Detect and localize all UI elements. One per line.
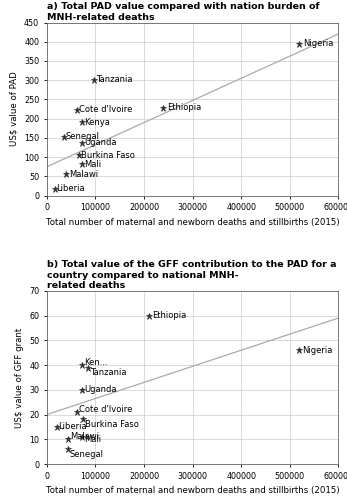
Text: Malawi: Malawi [70, 432, 99, 442]
Text: Ethiopia: Ethiopia [152, 311, 187, 320]
Text: Ethiopia: Ethiopia [167, 104, 201, 112]
Text: Ken...: Ken... [84, 358, 108, 367]
Text: Cote d'Ivoire: Cote d'Ivoire [79, 105, 133, 114]
Text: Nigeria: Nigeria [302, 346, 333, 354]
Text: a) Total PAD value compared with nation burden of MNH-related deaths: a) Total PAD value compared with nation … [47, 2, 320, 22]
Text: Cote d'Ivoire: Cote d'Ivoire [79, 405, 133, 414]
Text: Liberia: Liberia [59, 422, 87, 432]
Text: b) Total value of the GFF contribution to the PAD for a country compared to nati: b) Total value of the GFF contribution t… [47, 260, 336, 290]
X-axis label: Total number of maternal and newborn deaths and stillbirths (2015): Total number of maternal and newborn dea… [46, 486, 339, 495]
Text: Liberia: Liberia [57, 184, 85, 193]
Text: Uganda: Uganda [84, 138, 117, 147]
Text: Malawi: Malawi [69, 170, 98, 179]
Text: Nigeria: Nigeria [303, 39, 333, 48]
Text: Burkina Faso: Burkina Faso [85, 420, 139, 429]
Text: Mali: Mali [84, 435, 101, 444]
Y-axis label: US$ value of PAD: US$ value of PAD [9, 72, 18, 146]
Text: Tanzania: Tanzania [90, 368, 127, 377]
Text: Burkina Faso: Burkina Faso [81, 150, 135, 160]
X-axis label: Total number of maternal and newborn deaths and stillbirths (2015): Total number of maternal and newborn dea… [46, 218, 339, 227]
Y-axis label: US$ value of GFF grant: US$ value of GFF grant [15, 328, 24, 428]
Text: Tanzania: Tanzania [96, 75, 133, 84]
Text: Kenya: Kenya [84, 118, 110, 128]
Text: Uganda: Uganda [84, 386, 117, 394]
Text: Senegal: Senegal [66, 132, 100, 140]
Text: Mali: Mali [84, 160, 101, 168]
Text: Senegal: Senegal [70, 450, 104, 458]
